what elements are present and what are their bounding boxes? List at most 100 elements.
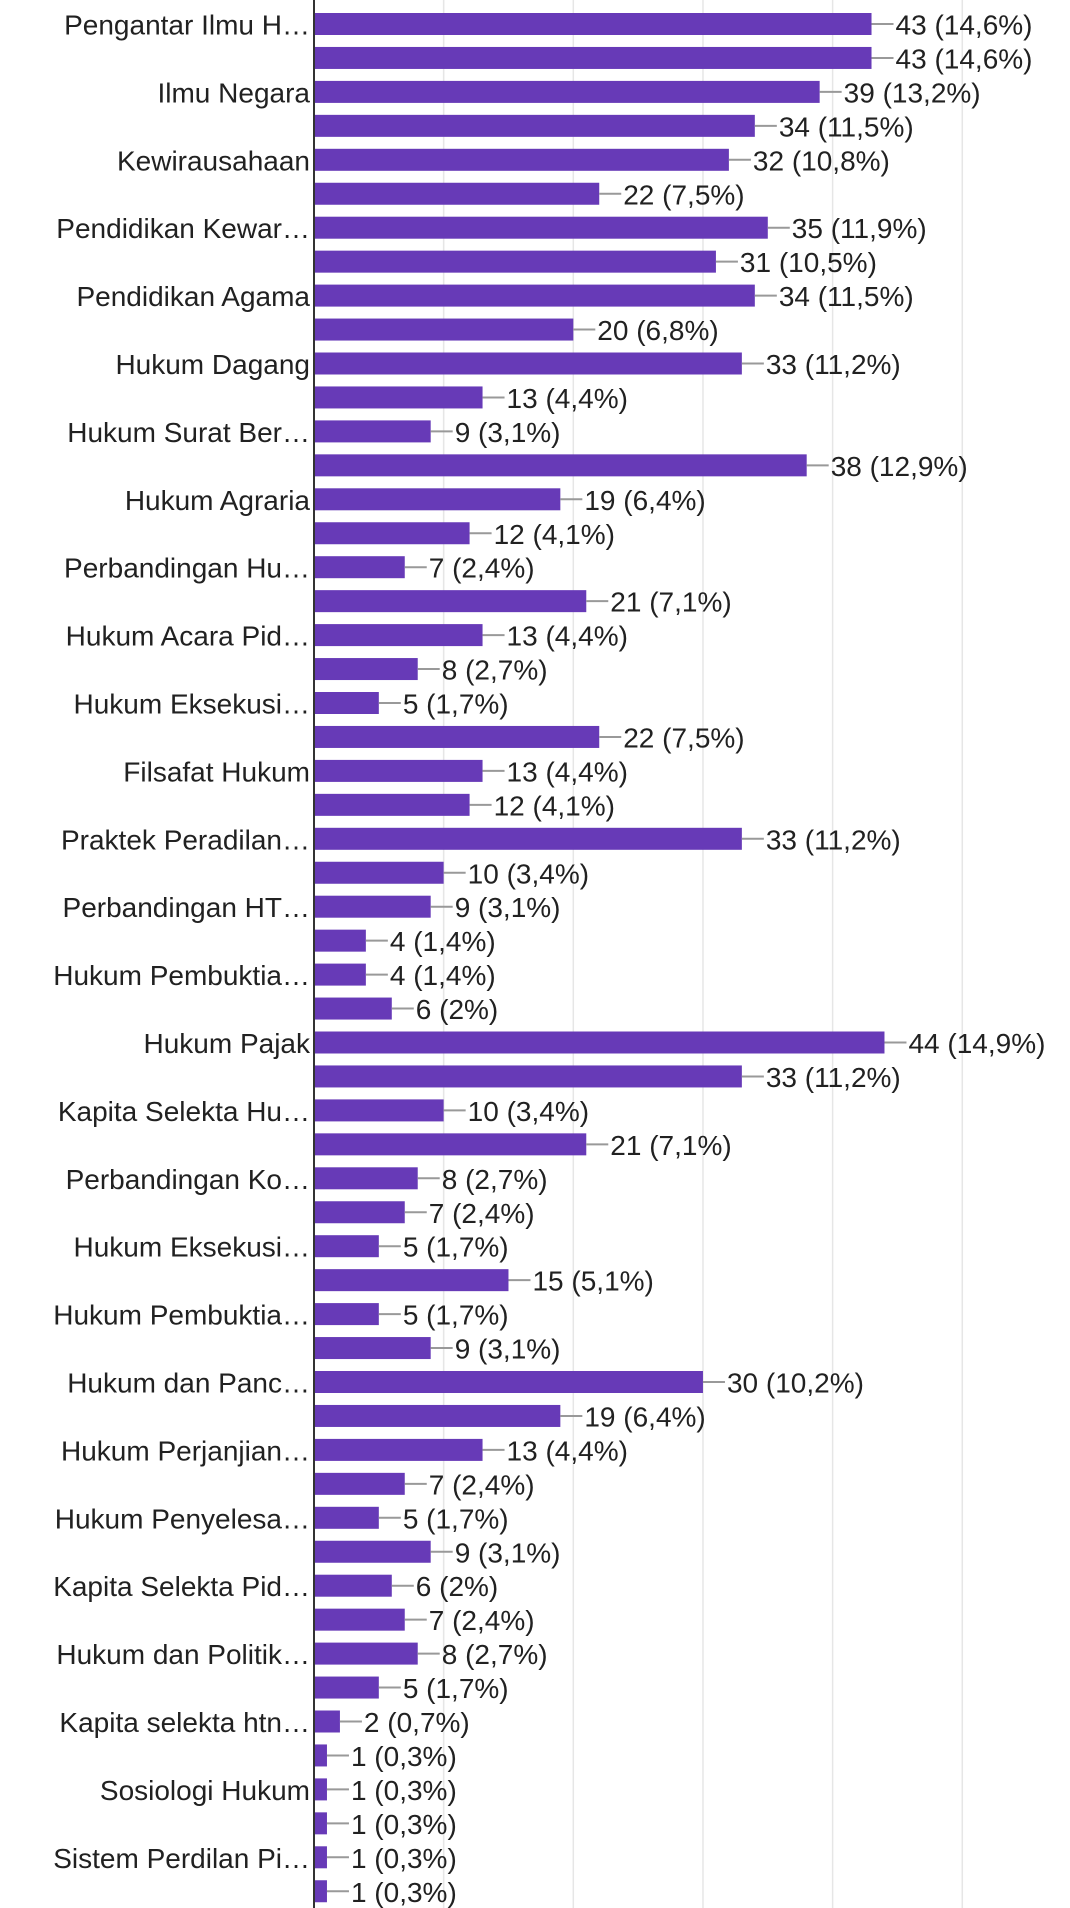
bar <box>314 725 600 748</box>
category-label: Pengantar Ilmu H… <box>64 10 310 41</box>
bar <box>314 1099 444 1122</box>
category-label: Hukum Pembuktia… <box>53 960 310 991</box>
value-label: 7 (2,4%) <box>429 1198 535 1229</box>
bar <box>314 488 561 511</box>
value-label: 32 (10,8%) <box>753 145 890 176</box>
bar <box>314 1404 561 1427</box>
bar <box>314 420 431 443</box>
bar <box>314 454 807 477</box>
category-label: Hukum dan Panc… <box>67 1368 310 1399</box>
value-label: 8 (2,7%) <box>442 1164 548 1195</box>
value-label: 7 (2,4%) <box>429 553 535 584</box>
value-label: 12 (4,1%) <box>494 519 615 550</box>
value-label: 7 (2,4%) <box>429 1469 535 1500</box>
value-label: 13 (4,4%) <box>507 756 628 787</box>
bar <box>314 827 742 850</box>
bar <box>314 1812 327 1835</box>
bar <box>314 148 729 171</box>
category-label: Kewirausahaan <box>117 145 310 176</box>
category-label: Hukum Eksekusi… <box>73 689 310 720</box>
value-label: 8 (2,7%) <box>442 1639 548 1670</box>
bar <box>314 1506 379 1529</box>
value-label: 38 (12,9%) <box>831 451 968 482</box>
value-label: 22 (7,5%) <box>623 722 744 753</box>
category-label: Hukum Eksekusi… <box>73 1232 310 1263</box>
value-label: 1 (0,3%) <box>351 1741 457 1772</box>
category-label: Kapita Selekta Pid… <box>53 1571 310 1602</box>
bar <box>314 1031 885 1054</box>
bar <box>314 1133 587 1156</box>
value-label: 43 (14,6%) <box>896 43 1033 74</box>
value-label: 30 (10,2%) <box>727 1368 864 1399</box>
bar <box>314 861 444 884</box>
category-label: Pendidikan Agama <box>76 281 310 312</box>
category-label: Filsafat Hukum <box>123 756 310 787</box>
bar <box>314 522 470 545</box>
bar <box>314 1167 418 1190</box>
bar <box>314 624 483 647</box>
value-label: 22 (7,5%) <box>623 179 744 210</box>
value-label: 1 (0,3%) <box>351 1775 457 1806</box>
bar <box>314 1235 379 1258</box>
value-label: 13 (4,4%) <box>507 1435 628 1466</box>
bar <box>314 13 872 35</box>
value-label: 1 (0,3%) <box>351 1877 457 1908</box>
bar <box>314 1642 418 1665</box>
bar <box>314 1608 405 1631</box>
value-label: 8 (2,7%) <box>442 655 548 686</box>
value-label: 7 (2,4%) <box>429 1605 535 1636</box>
bar <box>314 1846 327 1869</box>
value-label: 9 (3,1%) <box>455 892 561 923</box>
value-label: 10 (3,4%) <box>468 858 589 889</box>
value-label: 13 (4,4%) <box>507 621 628 652</box>
value-label: 33 (11,2%) <box>766 349 901 380</box>
value-label: 19 (6,4%) <box>584 1401 705 1432</box>
category-label: Sistem Perdilan Pi… <box>53 1843 310 1874</box>
value-label: 4 (1,4%) <box>390 926 496 957</box>
bar <box>314 1880 327 1903</box>
category-label: Hukum Pajak <box>143 1028 311 1059</box>
value-label: 5 (1,7%) <box>403 1673 509 1704</box>
value-label: 34 (11,5%) <box>779 281 914 312</box>
bar <box>314 318 574 341</box>
bar <box>314 216 768 239</box>
bar <box>314 1371 703 1393</box>
value-label: 21 (7,1%) <box>610 587 731 618</box>
value-label: 5 (1,7%) <box>403 1232 509 1263</box>
category-label: Hukum dan Politik… <box>56 1639 310 1670</box>
category-label: Perbandingan Ko… <box>66 1164 310 1195</box>
category-label: Pendidikan Kewar… <box>56 213 310 244</box>
bar <box>314 182 600 205</box>
value-label: 39 (13,2%) <box>844 77 981 108</box>
bar <box>314 1744 327 1767</box>
value-label: 31 (10,5%) <box>740 247 877 278</box>
category-label: Hukum Pembuktia… <box>53 1300 310 1331</box>
value-label: 12 (4,1%) <box>494 790 615 821</box>
value-label: 9 (3,1%) <box>455 417 561 448</box>
category-label: Hukum Acara Pid… <box>66 621 310 652</box>
bar <box>314 284 755 307</box>
category-label: Kapita Selekta Hu… <box>58 1096 310 1127</box>
bar <box>314 895 431 918</box>
bar <box>314 1065 742 1088</box>
category-label: Hukum Dagang <box>115 349 310 380</box>
bar <box>314 114 755 137</box>
value-label: 33 (11,2%) <box>766 824 901 855</box>
value-label: 34 (11,5%) <box>779 111 914 142</box>
category-label: Hukum Perjanjian… <box>61 1435 310 1466</box>
value-label: 10 (3,4%) <box>468 1096 589 1127</box>
value-label: 6 (2%) <box>416 1571 498 1602</box>
bar <box>314 1778 327 1801</box>
bar <box>314 556 405 579</box>
bar <box>314 1269 509 1292</box>
category-label: Perbandingan HT… <box>63 892 310 923</box>
value-label: 15 (5,1%) <box>532 1266 653 1297</box>
bar <box>314 250 716 273</box>
bar <box>314 1710 340 1733</box>
value-label: 1 (0,3%) <box>351 1843 457 1874</box>
category-label: Hukum Agraria <box>125 485 311 516</box>
value-label: 13 (4,4%) <box>507 383 628 414</box>
value-label: 44 (14,9%) <box>908 1028 1045 1059</box>
value-label: 43 (14,6%) <box>896 10 1033 41</box>
